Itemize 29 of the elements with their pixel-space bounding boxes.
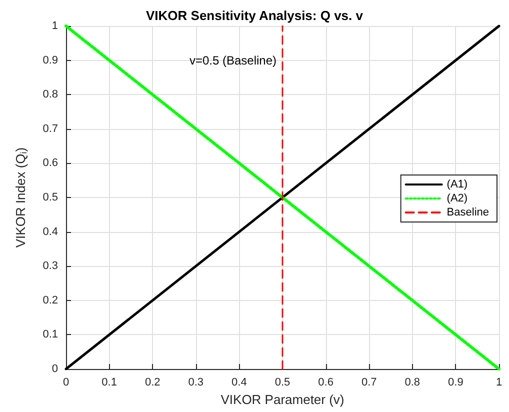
y-tick-label: 0.9: [42, 54, 58, 66]
annotation: v=0.5 (Baseline): [189, 53, 277, 68]
legend-label: (A2): [446, 192, 468, 204]
x-tick-label: 0.3: [188, 376, 204, 388]
x-tick-label: 0.9: [448, 376, 464, 388]
x-tick-label: 0.8: [404, 376, 420, 388]
x-tick-label: 0.2: [144, 376, 160, 388]
legend-label: Baseline: [446, 206, 490, 218]
y-tick-label: 0.1: [42, 328, 58, 341]
y-tick-label: 1: [52, 20, 58, 32]
legend-label: (A1): [446, 178, 468, 190]
x-axis-title: VIKOR Parameter (v): [220, 392, 344, 407]
y-tick-label: 0.8: [42, 88, 58, 101]
y-tick-label: 0.2: [42, 294, 58, 306]
chart-title: VIKOR Sensitivity Analysis: Q vs. v: [146, 8, 364, 23]
x-tick-label: 0: [62, 376, 70, 388]
y-tick-label: 0.7: [42, 122, 58, 135]
x-tick-label: 0.1: [102, 376, 117, 388]
y-tick-label: 0: [52, 363, 58, 375]
y-tick-label: 0.6: [42, 157, 58, 170]
y-tick-label: 0.5: [42, 192, 58, 204]
x-tick-label: 0.4: [232, 376, 247, 388]
y-tick-label: 0.3: [42, 260, 58, 272]
x-tick-label: 1: [496, 376, 502, 388]
x-tick-label: 0.5: [274, 376, 290, 388]
y-axis-title: VIKOR Index (Qi): [13, 147, 28, 248]
y-tick-label: 0.4: [42, 226, 58, 238]
x-tick-label: 0.6: [318, 376, 334, 388]
x-tick-label: 0.7: [361, 376, 377, 388]
